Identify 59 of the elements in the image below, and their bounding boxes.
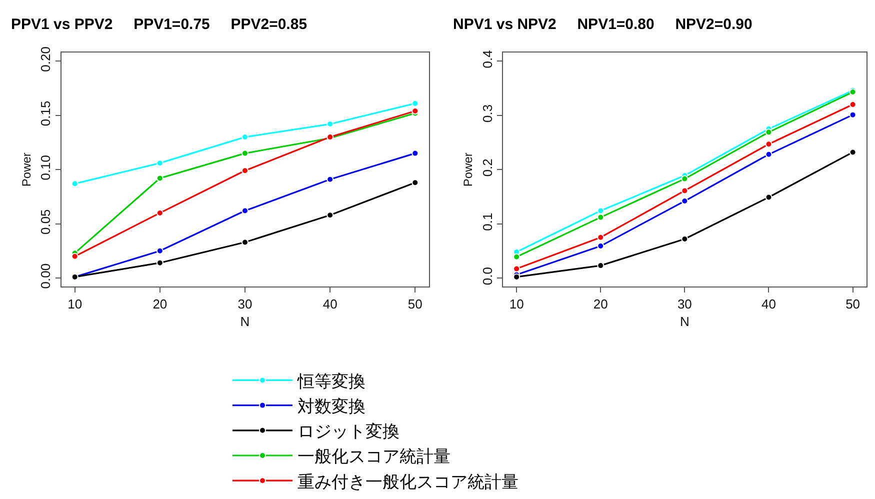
x-tick-label: 20	[593, 296, 608, 312]
y-tick-label: 0.0	[480, 267, 495, 286]
point	[156, 247, 164, 254]
chart-title: NPV1 vs NPV2 NPV1=0.80 NPV2=0.90	[453, 16, 752, 33]
point	[156, 259, 164, 266]
point	[242, 167, 248, 174]
x-tick-label: 40	[322, 296, 338, 312]
point	[765, 140, 772, 148]
y-axis-title: Power	[19, 152, 34, 187]
y-tick-label: 0.15	[38, 100, 54, 126]
point	[156, 160, 164, 167]
point	[681, 187, 688, 194]
point	[849, 111, 856, 118]
point	[597, 234, 604, 241]
point	[242, 150, 248, 157]
point	[681, 175, 688, 182]
point	[597, 214, 604, 221]
y-tick-label: 0.10	[38, 154, 54, 180]
point	[765, 150, 772, 158]
legend-label: 重み付き一般化スコア統計量	[298, 472, 518, 492]
x-tick-label: 40	[762, 296, 776, 312]
point	[513, 253, 520, 260]
y-tick-label: 0.1	[480, 212, 495, 231]
point	[242, 238, 248, 246]
point	[412, 179, 419, 186]
y-axis-title: Power	[461, 152, 476, 187]
y-tick-label: 0.05	[38, 209, 54, 235]
x-axis-title: N	[680, 314, 690, 329]
legend-label: ロジット変換	[298, 422, 400, 442]
legend-label: 恒等変換	[296, 372, 366, 392]
point	[412, 100, 419, 107]
point	[597, 207, 604, 214]
point	[71, 252, 78, 260]
x-tick-label: 30	[238, 296, 252, 312]
point	[765, 128, 772, 136]
point	[71, 180, 78, 188]
x-tick-label: 30	[677, 296, 692, 312]
y-tick-label: 0.00	[38, 263, 54, 289]
x-axis-title: N	[240, 314, 250, 329]
x-tick-label: 10	[68, 296, 82, 312]
point	[156, 174, 164, 182]
x-tick-label: 20	[152, 296, 168, 312]
legend-label: 対数変換	[298, 396, 366, 417]
y-tick-label: 0.4	[480, 50, 495, 68]
y-tick-label: 0.20	[38, 46, 54, 72]
point	[326, 176, 334, 183]
point	[242, 207, 248, 214]
point	[513, 265, 520, 272]
chart-title: PPV1 vs PPV2 PPV1=0.75 PPV2=0.85	[11, 16, 308, 33]
y-tick-label: 0.3	[480, 104, 495, 122]
x-tick-label: 50	[408, 296, 422, 312]
x-tick-label: 10	[509, 296, 524, 312]
point	[765, 194, 772, 201]
y-tick-label: 0.2	[480, 158, 495, 177]
point	[849, 148, 856, 156]
legend-label: 一般化スコア統計量	[298, 447, 450, 468]
point	[326, 212, 334, 219]
point	[412, 150, 419, 157]
x-tick-label: 50	[846, 296, 860, 312]
